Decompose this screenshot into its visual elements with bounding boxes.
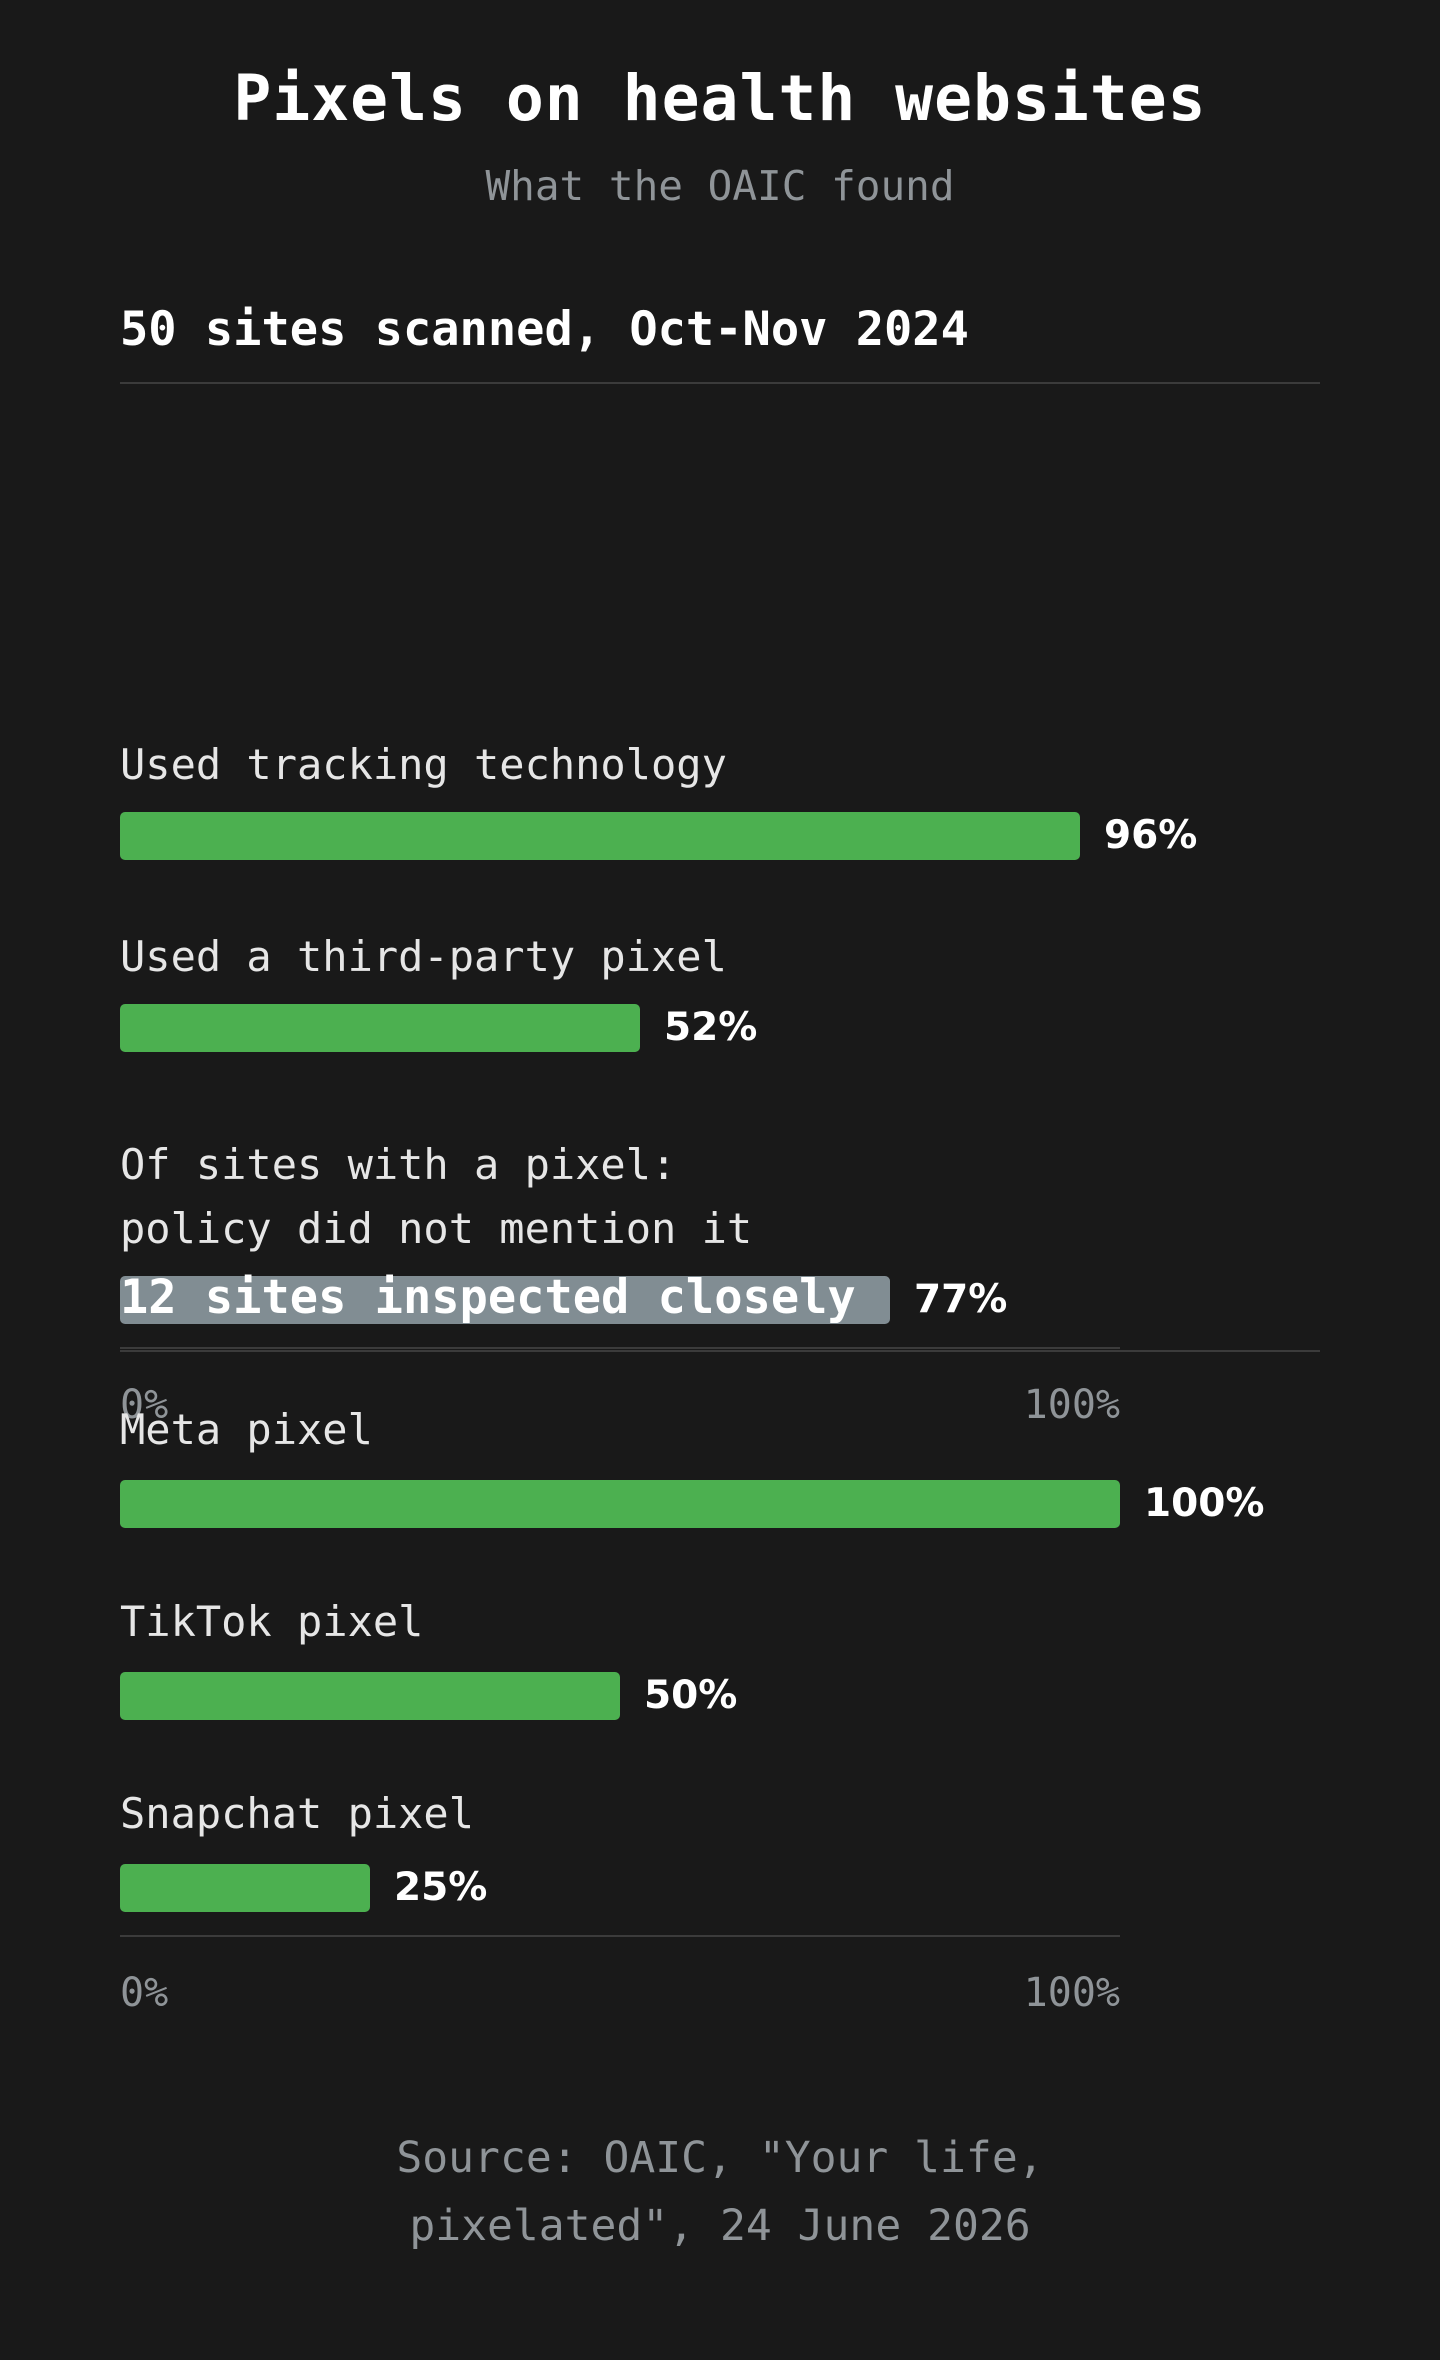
x-axis-line [120, 1935, 1120, 1937]
x-axis-line [120, 1347, 1120, 1349]
x-tick-label-max: 100% [1023, 1382, 1120, 1428]
bar-policy-not-mentioned [120, 1276, 890, 1324]
bar-label-policy-not-mentioned: Of sites with a pixel: policy did not me… [120, 1140, 753, 1253]
x-tick-label-min: 0% [120, 1382, 169, 1428]
section-divider [120, 1350, 1320, 1352]
bar-label-tracking-technology: Used tracking technology [120, 740, 727, 789]
bar-value-meta-pixel: 100% [1144, 1481, 1265, 1526]
bar-tracking-technology [120, 812, 1080, 860]
bar-snapchat-pixel [120, 1864, 370, 1912]
x-tick-label-max: 100% [1023, 1970, 1120, 2016]
x-tick-label-min: 0% [120, 1970, 169, 2016]
section-divider [120, 382, 1320, 384]
source-line-2: pixelated", 24 June 2026 [409, 2201, 1031, 2251]
chart-title: 12 sites inspected closely [120, 1270, 856, 1325]
bar-tiktok-pixel [120, 1672, 620, 1720]
bar-value-third-party-pixel: 52% [664, 1005, 758, 1050]
bar-label-third-party-pixel: Used a third-party pixel [120, 932, 727, 981]
bar-label-meta-pixel: Meta pixel [120, 1405, 373, 1454]
chart-title: 50 sites scanned, Oct-Nov 2024 [120, 302, 969, 357]
bar-label-tiktok-pixel: TikTok pixel [120, 1597, 424, 1646]
source-note: Source: OAIC, "Your life, pixelated", 24 … [0, 2124, 1440, 2260]
source-line-1: Source: OAIC, "Your life, [396, 2133, 1044, 2183]
page-title: Pixels on health websites [233, 62, 1207, 135]
bar-value-tiktok-pixel: 50% [644, 1673, 738, 1718]
bar-value-policy-not-mentioned: 77% [914, 1277, 1008, 1322]
bar-value-snapchat-pixel: 25% [394, 1865, 488, 1910]
page-subtitle: What the OAIC found [485, 162, 955, 210]
bar-meta-pixel [120, 1480, 1120, 1528]
bar-value-tracking-technology: 96% [1104, 813, 1198, 858]
bar-third-party-pixel [120, 1004, 640, 1052]
bar-label-snapchat-pixel: Snapchat pixel [120, 1789, 475, 1838]
